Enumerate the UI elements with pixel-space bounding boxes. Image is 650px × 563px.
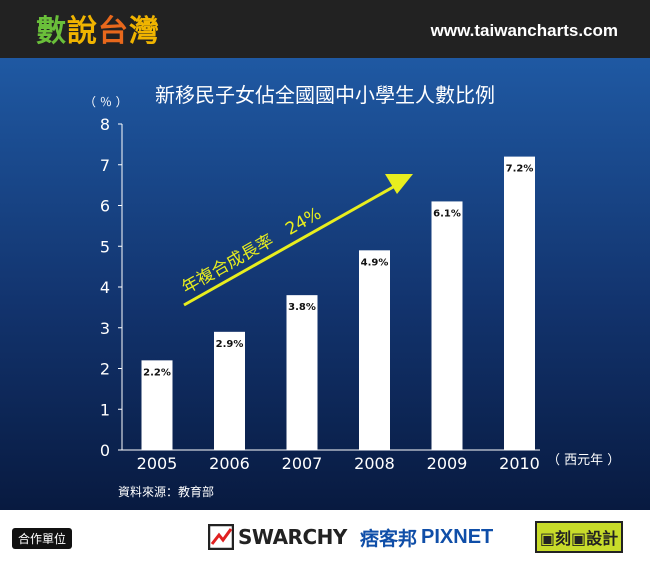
brand-char: 數 bbox=[36, 14, 67, 49]
source-note: 資料來源：教育部 bbox=[118, 484, 214, 499]
x-tick-label: 2008 bbox=[354, 454, 395, 473]
bar-series: 2.2% 2.9% 3.8% 4.9% 6.1% 7.2% bbox=[141, 156, 535, 450]
y-tick-label: 3 bbox=[100, 319, 110, 338]
x-axis-unit-label: （ 西元年 ） bbox=[547, 453, 620, 468]
y-tick-label: 7 bbox=[100, 156, 110, 175]
swarchy-wordmark: SWARCHY bbox=[238, 525, 347, 549]
header-bar: 數說台灣 www.taiwancharts.com bbox=[0, 0, 650, 58]
y-axis-line bbox=[121, 124, 540, 451]
brand-char: 灣 bbox=[129, 14, 160, 49]
y-tick-label: 0 bbox=[100, 441, 110, 460]
bar-data-label: 2.2% bbox=[143, 367, 171, 378]
bar-data-label: 2.9% bbox=[216, 339, 244, 350]
partner-label: 合作單位 bbox=[12, 528, 73, 549]
bar-data-label: 3.8% bbox=[288, 302, 316, 313]
bar bbox=[286, 295, 318, 450]
pixnet-cjk-wordmark: 痞客邦 bbox=[360, 528, 418, 550]
growth-arrow bbox=[183, 184, 396, 307]
chart-title: 新移民子女佔全國國中小學生人數比例 bbox=[155, 83, 495, 107]
growth-arrowhead bbox=[385, 174, 413, 194]
y-tick-label: 1 bbox=[100, 400, 110, 419]
y-axis: 0 1 2 3 4 5 6 7 8 bbox=[100, 115, 122, 460]
y-tick-label: 4 bbox=[100, 278, 110, 297]
pixnet-wordmark: PIXNET bbox=[421, 526, 494, 548]
brand-char: 台 bbox=[98, 14, 129, 49]
x-tick-label: 2010 bbox=[499, 454, 540, 473]
x-tick-label: 2009 bbox=[427, 454, 468, 473]
bar bbox=[214, 331, 245, 450]
design-partner-logo[interactable]: ▣刻▣設計 bbox=[535, 521, 623, 553]
bar-data-label: 6.1% bbox=[433, 208, 461, 219]
bar bbox=[141, 360, 173, 450]
brand-char: 說 bbox=[67, 14, 98, 49]
brand-logo[interactable]: 數說台灣 bbox=[36, 6, 160, 50]
swarchy-mark-icon bbox=[207, 523, 235, 551]
y-tick-label: 5 bbox=[100, 237, 110, 256]
y-axis-unit-label: （ ％ ） bbox=[84, 95, 128, 109]
bar bbox=[431, 201, 463, 450]
y-tick-label: 8 bbox=[100, 115, 110, 134]
bar-data-label: 4.9% bbox=[361, 257, 389, 268]
design-partner-wordmark: ▣刻▣設計 bbox=[539, 529, 619, 548]
x-tick-label: 2005 bbox=[137, 454, 178, 473]
x-tick-label: 2007 bbox=[282, 454, 323, 473]
x-tick-label: 2006 bbox=[209, 454, 250, 473]
swarchy-logo[interactable]: SWARCHY bbox=[207, 522, 347, 552]
growth-rate-label: 年複合成長率 24% bbox=[179, 204, 325, 299]
bar bbox=[359, 250, 390, 450]
x-axis: 2005 2006 2007 2008 2009 2010 bbox=[137, 454, 540, 473]
bar bbox=[504, 156, 535, 450]
y-tick-label: 2 bbox=[100, 360, 110, 379]
bar-data-label: 7.2% bbox=[506, 164, 534, 175]
site-url-link[interactable]: www.taiwancharts.com bbox=[430, 21, 618, 40]
footer: 合作單位 SWARCHY 痞客邦 PIXNET ▣刻▣設計 bbox=[0, 510, 650, 563]
pixnet-logo[interactable]: 痞客邦 PIXNET bbox=[360, 524, 493, 551]
y-tick-label: 6 bbox=[100, 197, 110, 216]
